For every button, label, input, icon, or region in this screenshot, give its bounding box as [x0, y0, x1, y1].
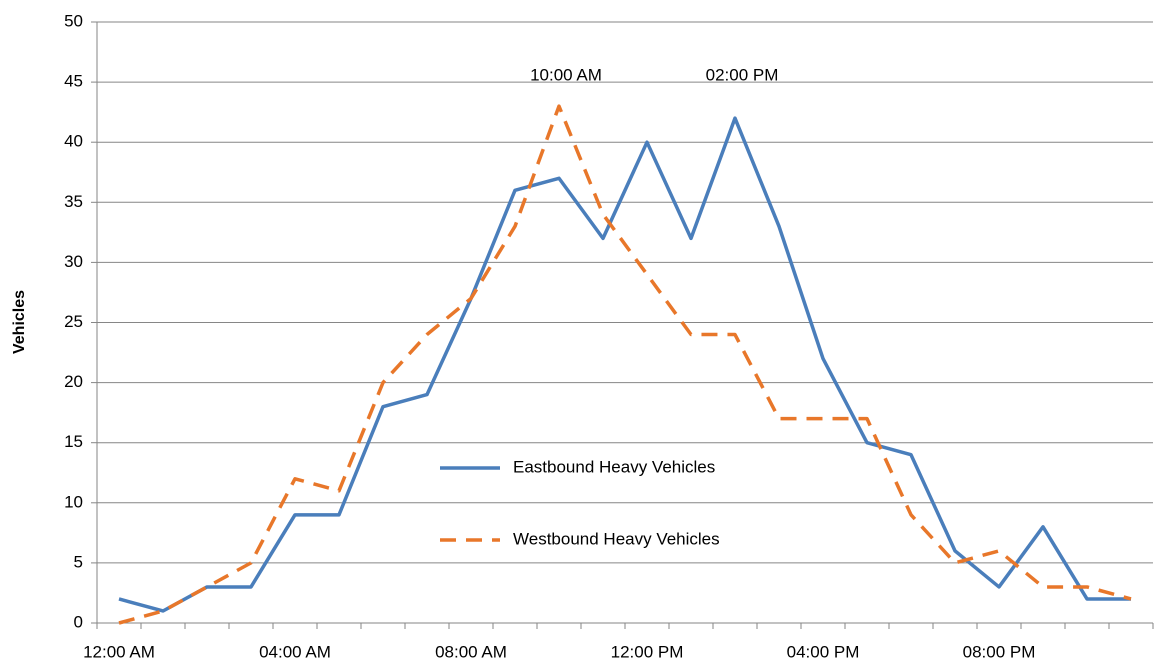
y-tick-label: 10 — [64, 492, 83, 511]
y-tick-label: 30 — [64, 252, 83, 271]
y-tick-label: 50 — [64, 11, 83, 30]
x-tick-label: 12:00 AM — [83, 642, 155, 661]
y-tick-label: 40 — [64, 132, 83, 151]
x-tick-label: 08:00 AM — [435, 642, 507, 661]
annotation: 10:00 AM — [530, 66, 602, 85]
y-tick-label: 45 — [64, 72, 83, 91]
y-tick-label: 20 — [64, 372, 83, 391]
y-axis-label: Vehicles — [11, 290, 28, 354]
y-tick-label: 25 — [64, 312, 83, 331]
y-tick-label: 0 — [74, 612, 83, 631]
legend-label: Eastbound Heavy Vehicles — [513, 457, 715, 476]
x-tick-label: 12:00 PM — [611, 642, 684, 661]
legend-label: Westbound Heavy Vehicles — [513, 529, 720, 548]
annotation: 02:00 PM — [706, 66, 779, 85]
series-line — [118, 116, 1131, 613]
x-tick-label: 04:00 PM — [787, 642, 860, 661]
y-tick-label: 5 — [74, 552, 83, 571]
x-tick-label: 08:00 PM — [963, 642, 1036, 661]
y-tick-label: 15 — [64, 432, 83, 451]
x-tick-label: 04:00 AM — [259, 642, 331, 661]
y-tick-label: 35 — [64, 192, 83, 211]
series-line — [118, 104, 1132, 625]
